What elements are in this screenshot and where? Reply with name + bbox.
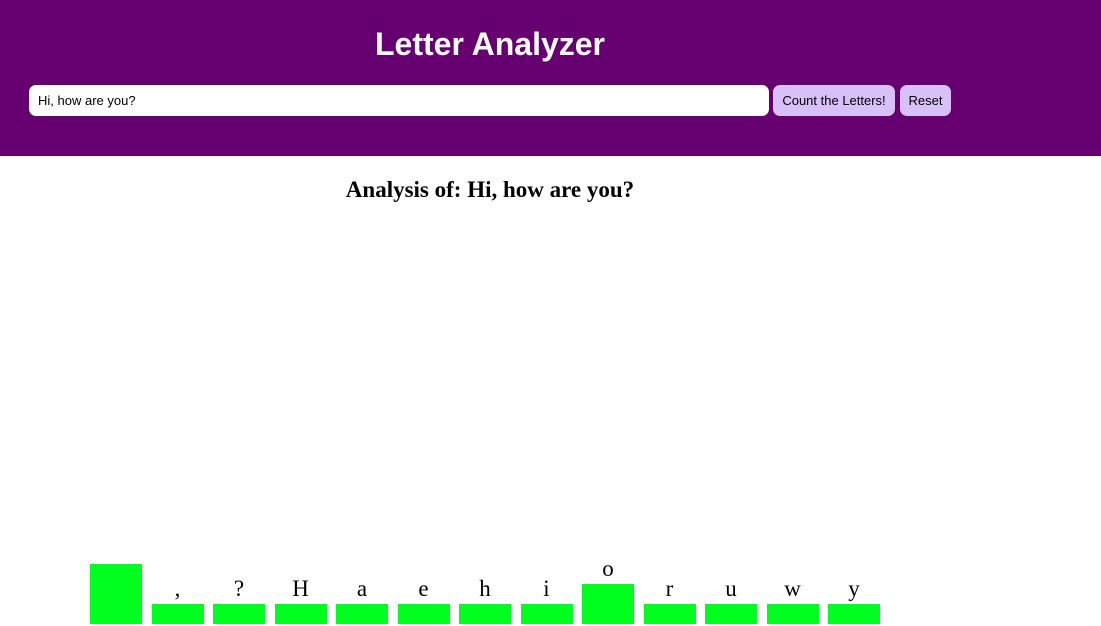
bar-5 [397,604,450,624]
text-input[interactable] [29,85,769,116]
bar-8 [582,584,634,624]
bar-label-0 [90,536,142,562]
analysis-subject: Hi, how are you? [467,177,635,202]
count-letters-button[interactable]: Count the Letters! [773,85,895,116]
bar-label-12: y [848,576,860,601]
app-header: Letter Analyzer Count the Letters! Reset [0,0,1101,156]
bar-10 [705,604,757,624]
bar-label-11: w [784,576,801,601]
bar-0 [90,564,142,624]
bar-label-10: u [725,576,737,601]
bar-11 [766,604,819,624]
bar-label-6: h [479,576,491,601]
bar-2 [213,604,265,624]
bar-9 [643,604,696,624]
bar-7 [520,604,573,624]
bar-label-1: , [174,576,181,601]
bar-label-7: i [543,576,550,601]
bar-label-9: r [665,576,674,601]
bar-4 [336,604,388,624]
bar-12 [828,604,880,624]
reset-button[interactable]: Reset [900,85,951,116]
analysis-prefix: Analysis of: [345,177,468,202]
bar-label-3: H [292,576,309,601]
analysis-heading: Analysis of: Hi, how are you? [0,174,980,206]
bar-3 [274,604,327,624]
bar-1 [151,604,204,624]
bar-label-5: e [418,576,429,601]
bar-6 [459,604,511,624]
bar-label-2: ? [233,576,245,601]
bar-label-8: o [602,556,614,581]
app-title: Letter Analyzer [375,26,605,62]
bar-label-4: a [356,576,368,601]
